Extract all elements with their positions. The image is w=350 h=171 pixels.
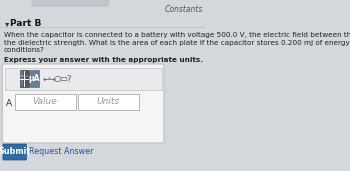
FancyBboxPatch shape — [32, 0, 109, 7]
Text: ○: ○ — [54, 75, 61, 83]
Text: Part B: Part B — [10, 19, 41, 28]
Text: conditions?: conditions? — [4, 47, 44, 53]
Bar — [15, 94, 76, 110]
Text: ↪: ↪ — [48, 75, 55, 83]
Text: A =: A = — [6, 98, 23, 108]
Bar — [5, 68, 162, 90]
Text: Value: Value — [33, 97, 57, 107]
Text: When the capacitor is connected to a battery with voltage 500.0 V, the electric : When the capacitor is connected to a bat… — [4, 32, 350, 38]
Text: ▭: ▭ — [60, 75, 68, 83]
Bar — [20, 70, 29, 87]
Text: ↩: ↩ — [42, 75, 49, 83]
FancyBboxPatch shape — [2, 64, 164, 143]
Text: Units: Units — [97, 97, 120, 107]
Text: ?: ? — [67, 75, 71, 83]
Bar — [30, 70, 38, 87]
Bar — [78, 94, 139, 110]
Text: Request Answer: Request Answer — [29, 148, 94, 156]
Text: μA: μA — [28, 74, 40, 83]
Text: Constants: Constants — [165, 5, 203, 14]
Text: ▾: ▾ — [5, 19, 9, 28]
FancyBboxPatch shape — [3, 144, 26, 160]
Text: the dielectric strength. What is the area of each plate if the capacitor stores : the dielectric strength. What is the are… — [4, 40, 350, 45]
Text: Express your answer with the appropriate units.: Express your answer with the appropriate… — [4, 57, 203, 63]
Text: Submit: Submit — [0, 148, 31, 156]
